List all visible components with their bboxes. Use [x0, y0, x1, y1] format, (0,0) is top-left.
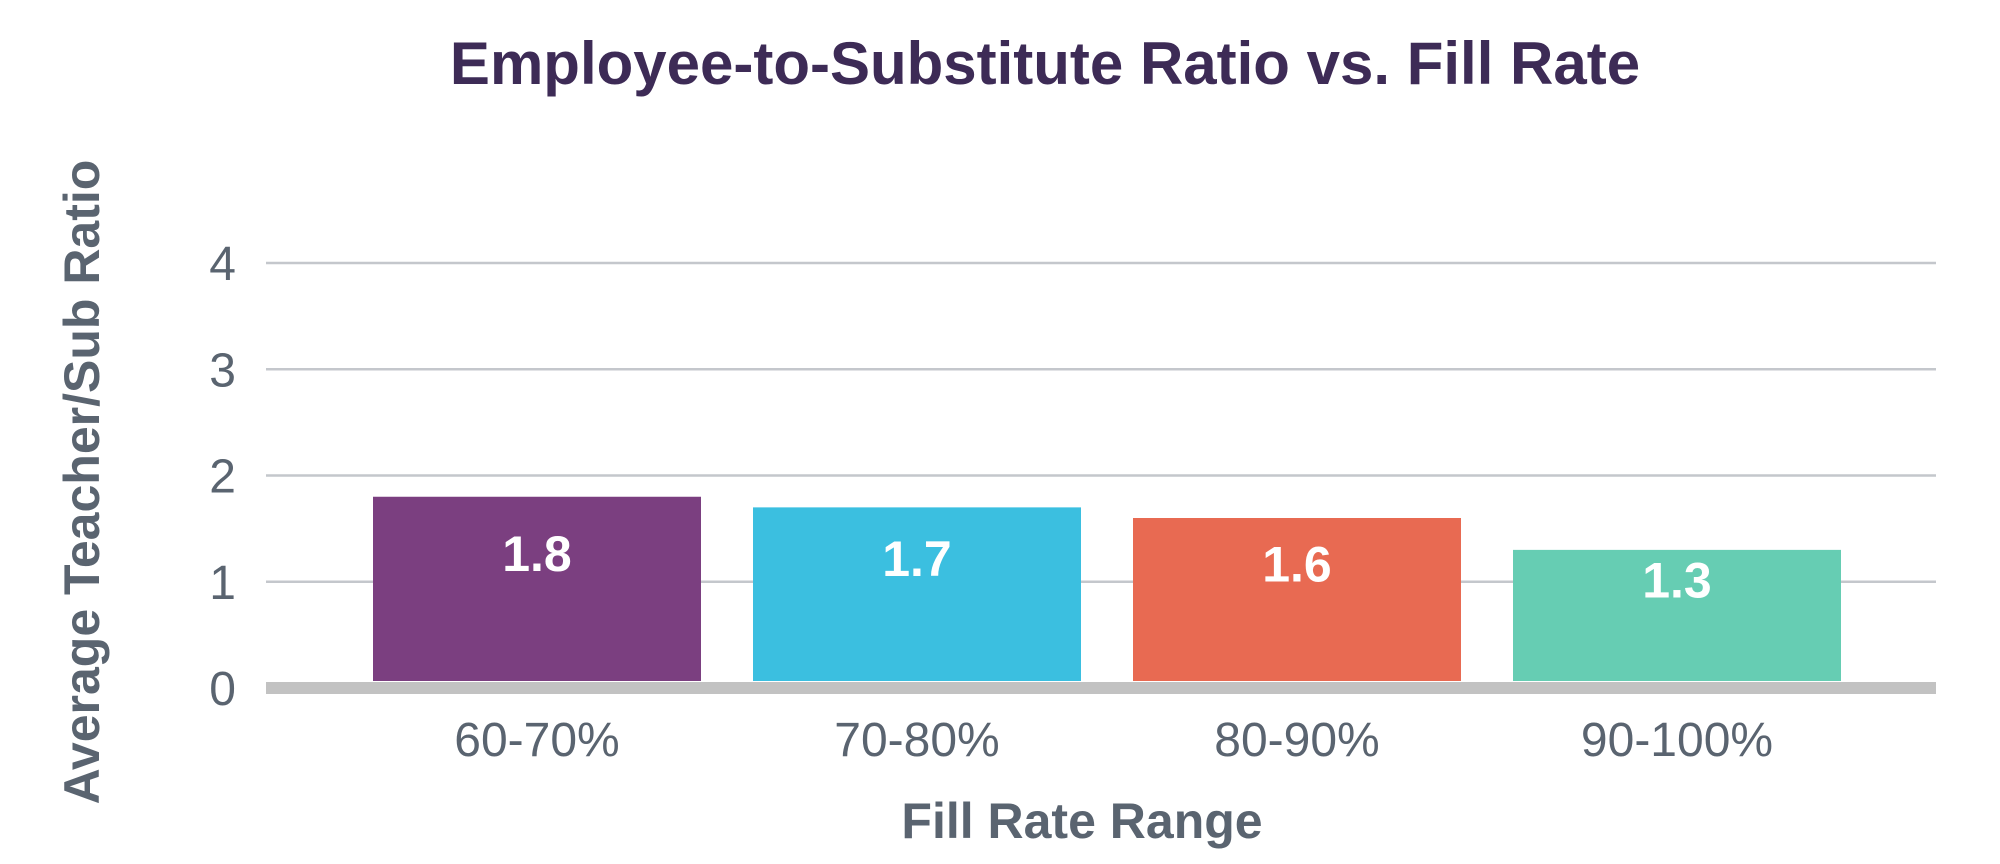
baseline	[266, 682, 1936, 694]
x-axis-ticks: 60-70% 70-80% 80-90% 90-100%	[454, 714, 1773, 767]
y-tick-label: 1	[209, 557, 236, 610]
x-tick-label: 80-90%	[1214, 714, 1379, 767]
x-tick-label: 60-70%	[454, 714, 619, 767]
x-tick-label: 70-80%	[834, 714, 999, 767]
bar-60-70%	[373, 496, 701, 681]
y-tick-label: 4	[209, 238, 236, 291]
bar-data-label: 1.8	[502, 526, 572, 582]
y-tick-label: 2	[209, 451, 236, 504]
bar-90-100%	[1513, 549, 1841, 681]
bar-data-label: 1.3	[1642, 552, 1712, 608]
bars: 1.8 1.7 1.6 1.3	[373, 496, 1841, 681]
x-axis-baseline	[266, 682, 1936, 694]
bar-70-80%	[753, 507, 1081, 681]
y-tick-label: 3	[209, 344, 236, 397]
y-axis-title: Average Teacher/Sub Ratio	[54, 160, 110, 805]
bar-data-label: 1.6	[1262, 537, 1332, 593]
y-tick-label: 0	[209, 663, 236, 716]
y-axis-ticks: 0 1 2 3 4	[209, 238, 236, 716]
x-axis-title: Fill Rate Range	[901, 793, 1262, 849]
bar-80-90%	[1133, 518, 1461, 681]
bar-data-label: 1.7	[882, 531, 952, 587]
chart-title: Employee-to-Substitute Ratio vs. Fill Ra…	[450, 30, 1640, 97]
x-tick-label: 90-100%	[1581, 714, 1773, 767]
